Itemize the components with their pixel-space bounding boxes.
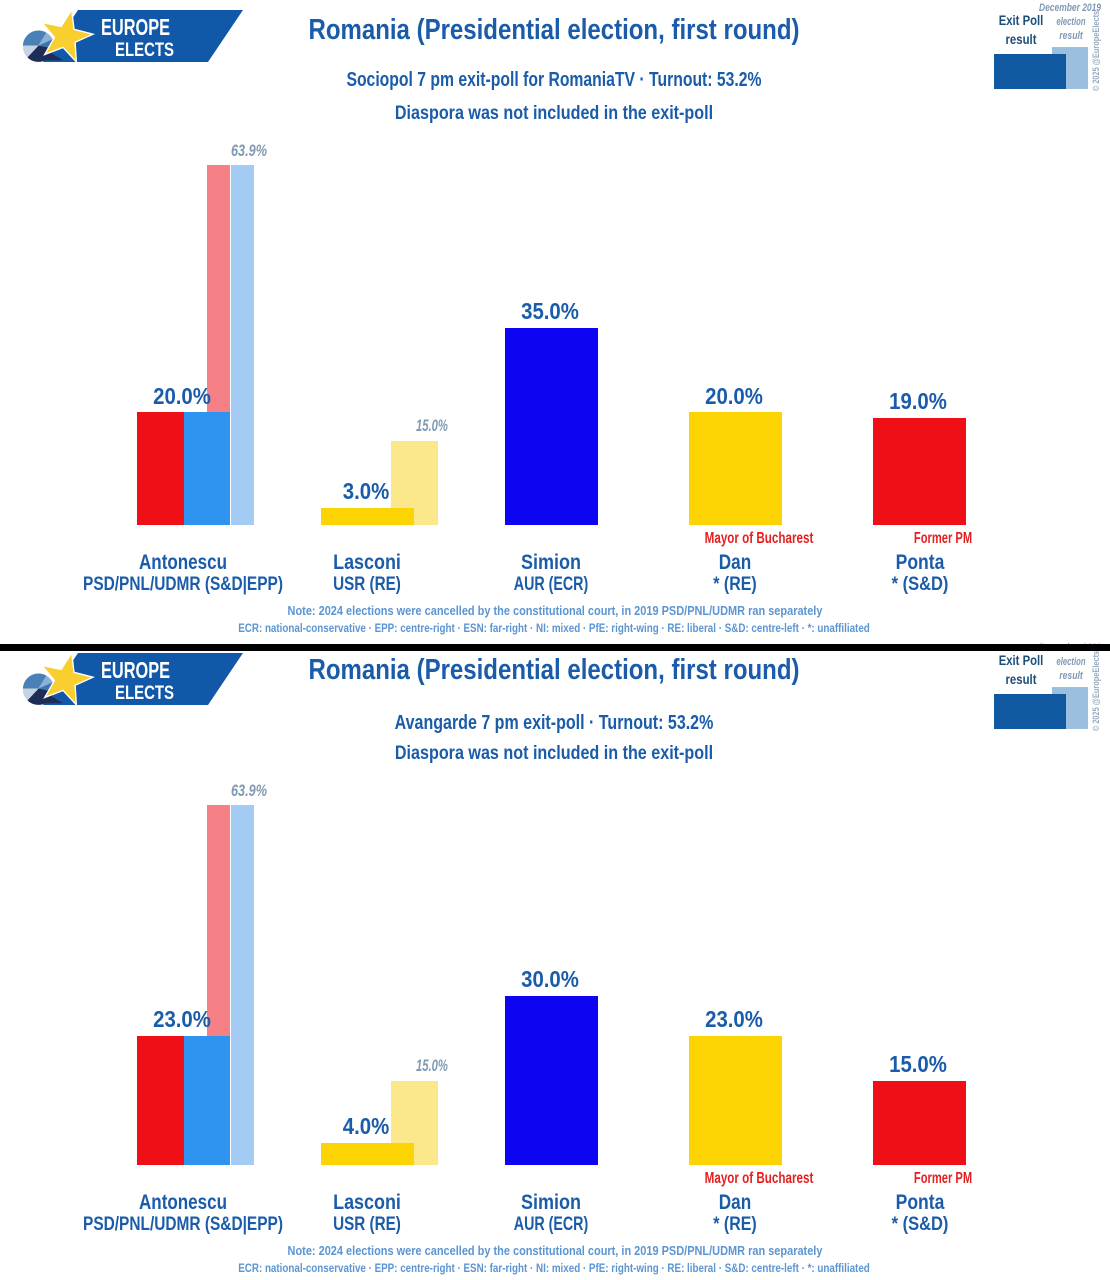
svg-text:EUROPE: EUROPE: [101, 14, 170, 40]
svg-text:EUROPE: EUROPE: [101, 657, 170, 683]
svg-text:ELECTS: ELECTS: [115, 683, 174, 704]
svg-text:ELECTS: ELECTS: [115, 40, 174, 61]
